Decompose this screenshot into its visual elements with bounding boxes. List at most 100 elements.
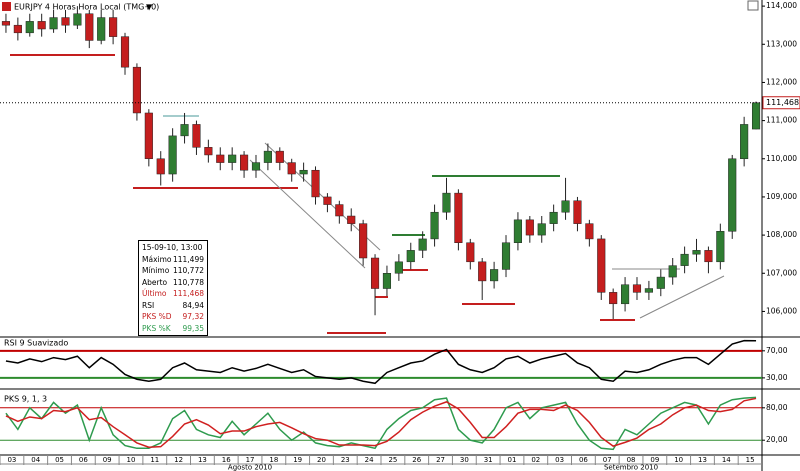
- x-tick-label: 16: [222, 456, 231, 464]
- candle-body: [418, 238, 427, 251]
- last-price-box: [762, 96, 800, 110]
- x-tick-label: 27: [436, 456, 445, 464]
- candle-body: [668, 265, 677, 278]
- info-row: PKS %D 97,32: [142, 311, 204, 323]
- candle-body: [406, 250, 415, 263]
- candle-body: [466, 242, 475, 263]
- panel-title: RSI 9 Suavizado: [4, 339, 68, 348]
- candle-body: [680, 253, 689, 266]
- candle-body: [204, 147, 213, 156]
- candle-body: [97, 17, 106, 41]
- candle-body: [501, 242, 511, 270]
- info-row: RSI 84,94: [142, 300, 204, 312]
- y-tick-label: 20,00: [766, 435, 788, 444]
- y-tick-label: 107,000: [766, 268, 797, 277]
- candle-body: [37, 21, 46, 30]
- candle-body: [216, 154, 225, 163]
- x-tick-label: 06: [79, 456, 88, 464]
- x-tick-label: 10: [674, 456, 683, 464]
- x-tick-label: 25: [388, 456, 397, 464]
- x-tick-label: 19: [293, 456, 302, 464]
- info-value: 84,94: [182, 300, 204, 310]
- info-row: Máximo 111,499: [142, 254, 204, 266]
- candle-body: [394, 261, 403, 274]
- symbol-icon: [2, 2, 11, 11]
- x-tick-label: 10: [127, 456, 136, 464]
- info-label: Máximo: [142, 254, 172, 264]
- y-tick-label: 70,00: [766, 346, 788, 355]
- x-tick-label: 23: [341, 456, 350, 464]
- candle-body: [573, 200, 582, 224]
- info-label: Último: [142, 289, 167, 298]
- x-tick-label: 13: [698, 456, 707, 464]
- candle-body: [335, 204, 344, 217]
- candle-body: [454, 192, 463, 243]
- candle-body: [144, 112, 153, 160]
- candle-body: [513, 219, 522, 243]
- candle-body: [156, 158, 165, 175]
- candle-body: [740, 124, 749, 160]
- window-button[interactable]: [747, 0, 759, 11]
- x-tick-label: 01: [508, 456, 517, 464]
- y-tick-label: 109,000: [766, 192, 797, 201]
- candle-body: [299, 169, 308, 175]
- candle-body: [751, 102, 761, 130]
- candle-body: [109, 17, 118, 37]
- indicator-line: [5, 396, 757, 451]
- indicator-line: [5, 339, 757, 385]
- x-tick-label: 02: [531, 456, 540, 464]
- x-tick-label: 13: [198, 456, 207, 464]
- menu-arrow[interactable]: ▼: [146, 3, 153, 12]
- candle-body: [25, 21, 34, 34]
- candle-body: [132, 66, 141, 114]
- candle-body: [359, 223, 368, 259]
- candle-body: [251, 162, 261, 171]
- candle-body: [728, 158, 737, 232]
- x-tick-label: 03: [555, 456, 564, 464]
- y-tick-label: 30,00: [766, 373, 788, 382]
- candle-body: [73, 13, 82, 26]
- last-price-label: 111,468: [766, 98, 799, 107]
- candle-body: [490, 269, 499, 282]
- candle-body: [120, 36, 130, 68]
- y-tick-label: 108,000: [766, 230, 797, 239]
- candle-body: [228, 154, 237, 163]
- trend-line: [639, 275, 725, 319]
- candle-body: [240, 154, 249, 171]
- x-tick-label: 05: [55, 456, 64, 464]
- x-tick-label: 09: [650, 456, 659, 464]
- x-tick-label: 30: [460, 456, 469, 464]
- candle-body: [430, 211, 439, 240]
- info-value: 111,468: [172, 289, 204, 298]
- candle-body: [585, 223, 594, 240]
- candle-body: [609, 292, 618, 305]
- x-tick-label: 20: [317, 456, 326, 464]
- x-tick-label: 24: [365, 456, 374, 464]
- candle-body: [13, 24, 22, 34]
- candle-body: [656, 276, 665, 289]
- candle-body: [644, 288, 653, 293]
- candle-body: [168, 135, 177, 175]
- candle-body: [632, 284, 642, 293]
- info-value: 110,778: [172, 277, 204, 287]
- trend-line: [249, 159, 366, 269]
- y-tick-label: 114,000: [766, 1, 797, 10]
- candle-body: [263, 150, 272, 163]
- candle-body: [370, 257, 380, 289]
- info-row: Aberto 110,778: [142, 277, 204, 289]
- candle-body: [442, 192, 451, 213]
- info-value: 111,499: [172, 254, 204, 264]
- x-tick-label: 15: [746, 456, 755, 464]
- x-tick-label: 12: [174, 456, 183, 464]
- chart-title: EURJPY 4 Horas Hora Local (TMG+0): [14, 3, 159, 12]
- info-label: Aberto: [142, 277, 168, 287]
- candle-body: [347, 215, 356, 224]
- info-label: RSI: [142, 300, 155, 310]
- candle-body: [597, 238, 606, 293]
- candle-body: [49, 17, 58, 30]
- candle-body: [478, 261, 487, 282]
- x-tick-label: 03: [7, 456, 16, 464]
- x-tick-label: 18: [269, 456, 278, 464]
- candle-body: [85, 13, 94, 41]
